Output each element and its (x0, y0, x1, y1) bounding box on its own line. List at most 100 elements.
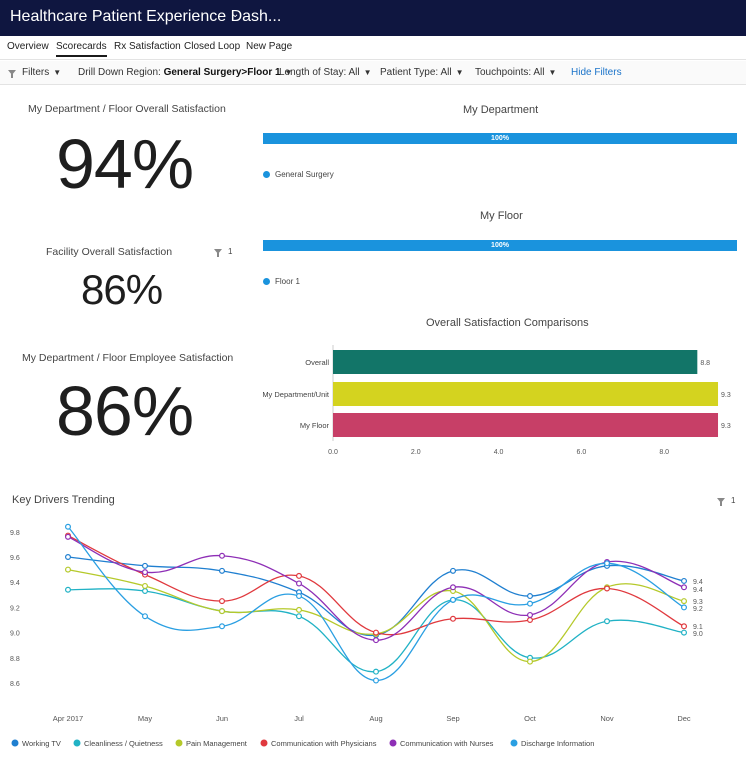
series-line (67, 526, 685, 682)
filter-bar: Filters ▼ Drill Down Region: General Surg… (0, 61, 746, 85)
chevron-down-icon: ▼ (363, 68, 372, 77)
data-point (219, 567, 226, 574)
legend-label: Communication with Nurses (400, 739, 494, 748)
data-point (64, 553, 71, 560)
legend-dot (11, 739, 19, 747)
data-point (680, 623, 687, 630)
data-point (142, 569, 149, 576)
facility-filter-indicator[interactable]: 1 (214, 247, 233, 258)
legend-dot (263, 171, 270, 178)
x-tick-label: Dec (677, 714, 691, 723)
filters-label: Filters (22, 67, 50, 78)
data-point (373, 629, 380, 636)
chevron-down-icon: ▼ (455, 68, 464, 77)
data-point (296, 613, 303, 620)
data-point (64, 566, 71, 573)
series-line (67, 568, 685, 663)
end-value-label: 9.3 (693, 599, 703, 606)
dashboard-title[interactable]: Healthcare Patient Experience Dash... (10, 8, 282, 25)
data-point (142, 588, 149, 595)
tab-new-page[interactable]: New Page (246, 41, 293, 52)
end-value-label: 9.1 (693, 624, 703, 631)
top-bar: Healthcare Patient Experience Dash... ⌄ (0, 0, 746, 36)
series-line (67, 535, 685, 636)
legend-label: Pain Management (186, 739, 248, 748)
data-point (450, 584, 457, 591)
facility-filter-count: 1 (228, 247, 233, 256)
y-tick-label: 8.6 (10, 681, 20, 688)
legend-dot (73, 739, 81, 747)
stay-filter-label: Length of Stay: (279, 67, 347, 78)
key-drivers-filter-indicator[interactable]: 1 (717, 496, 735, 507)
data-point (64, 533, 71, 540)
y-tick-label: 9.0 (10, 631, 20, 638)
legend-dot (260, 739, 268, 747)
tab-closed-loop[interactable]: Closed Loop (184, 41, 241, 52)
stay-filter-value: All (348, 67, 360, 78)
filter-icon (8, 69, 16, 78)
tab-overview[interactable]: Overview (7, 41, 49, 52)
data-point (603, 560, 610, 567)
y-tick-label: 9.4 (10, 580, 20, 587)
employee-satisfaction-value: 86% (56, 372, 194, 450)
touchpoints-filter[interactable]: Touchpoints: All ▼ (475, 67, 556, 78)
x-tick-label: Oct (524, 714, 537, 723)
chevron-down-icon[interactable]: ⌄ (231, 9, 240, 20)
legend-dot (175, 739, 183, 747)
y-tick-label: 8.8 (10, 656, 20, 663)
drill-down-region-filter[interactable]: Drill Down Region: General Surgery>Floor… (78, 67, 293, 78)
chevron-down-icon: ▼ (284, 68, 293, 77)
data-point (219, 608, 226, 615)
data-point (680, 577, 687, 584)
region-filter-label: Drill Down Region: (78, 67, 161, 78)
data-point (373, 677, 380, 684)
length-of-stay-filter[interactable]: Length of Stay: All ▼ (279, 67, 372, 78)
end-value-label: 9.4 (693, 579, 703, 586)
data-point (296, 572, 303, 579)
legend-label: Discharge Information (521, 739, 594, 748)
facility-satisfaction-value: 86% (81, 266, 163, 313)
data-point (680, 584, 687, 591)
dept-floor-satisfaction-value: 94% (56, 125, 194, 203)
tab-rx-satisfaction[interactable]: Rx Satisfaction (114, 41, 181, 52)
filters-toggle[interactable]: Filters ▼ (8, 67, 61, 78)
y-tick-label: 9.6 (10, 555, 20, 562)
patient-type-filter[interactable]: Patient Type: All ▼ (380, 67, 463, 78)
x-tick-label: Jun (216, 714, 228, 723)
my-department-legend[interactable]: General Surgery (275, 170, 334, 179)
my-floor-legend[interactable]: Floor 1 (275, 277, 300, 286)
facility-satisfaction-label: Facility Overall Satisfaction (46, 246, 173, 258)
data-point (680, 598, 687, 605)
my-floor-bar[interactable]: 100% (263, 240, 737, 251)
legend-label: Working TV (22, 739, 61, 748)
end-value-label: 9.0 (693, 631, 703, 638)
ptype-filter-label: Patient Type: (380, 67, 439, 78)
data-point (680, 629, 687, 636)
y-tick-label: 9.8 (10, 530, 20, 537)
tab-scorecards[interactable]: Scorecards (56, 41, 107, 57)
data-point (219, 552, 226, 559)
data-point (219, 598, 226, 605)
data-point (373, 668, 380, 675)
data-point (142, 582, 149, 589)
legend-dot (263, 278, 270, 285)
x-tick-label: Jul (294, 714, 304, 723)
data-point (296, 593, 303, 600)
filter-icon (214, 249, 222, 258)
my-department-bar[interactable]: 100% (263, 133, 737, 144)
tab-bar: Overview Scorecards Rx Satisfaction Clos… (0, 36, 746, 60)
data-point (142, 613, 149, 620)
x-tick-label: May (138, 714, 152, 723)
end-value-label: 9.4 (693, 587, 703, 594)
data-point (296, 606, 303, 613)
x-tick-label: Sep (446, 714, 459, 723)
x-tick-label: Nov (600, 714, 614, 723)
data-point (526, 611, 533, 618)
hide-filters-link[interactable]: Hide Filters (571, 67, 622, 78)
data-point (64, 523, 71, 530)
data-point (450, 596, 457, 603)
touch-filter-value: All (533, 67, 545, 78)
data-point (296, 580, 303, 587)
employee-satisfaction-label: My Department / Floor Employee Satisfact… (22, 352, 234, 364)
